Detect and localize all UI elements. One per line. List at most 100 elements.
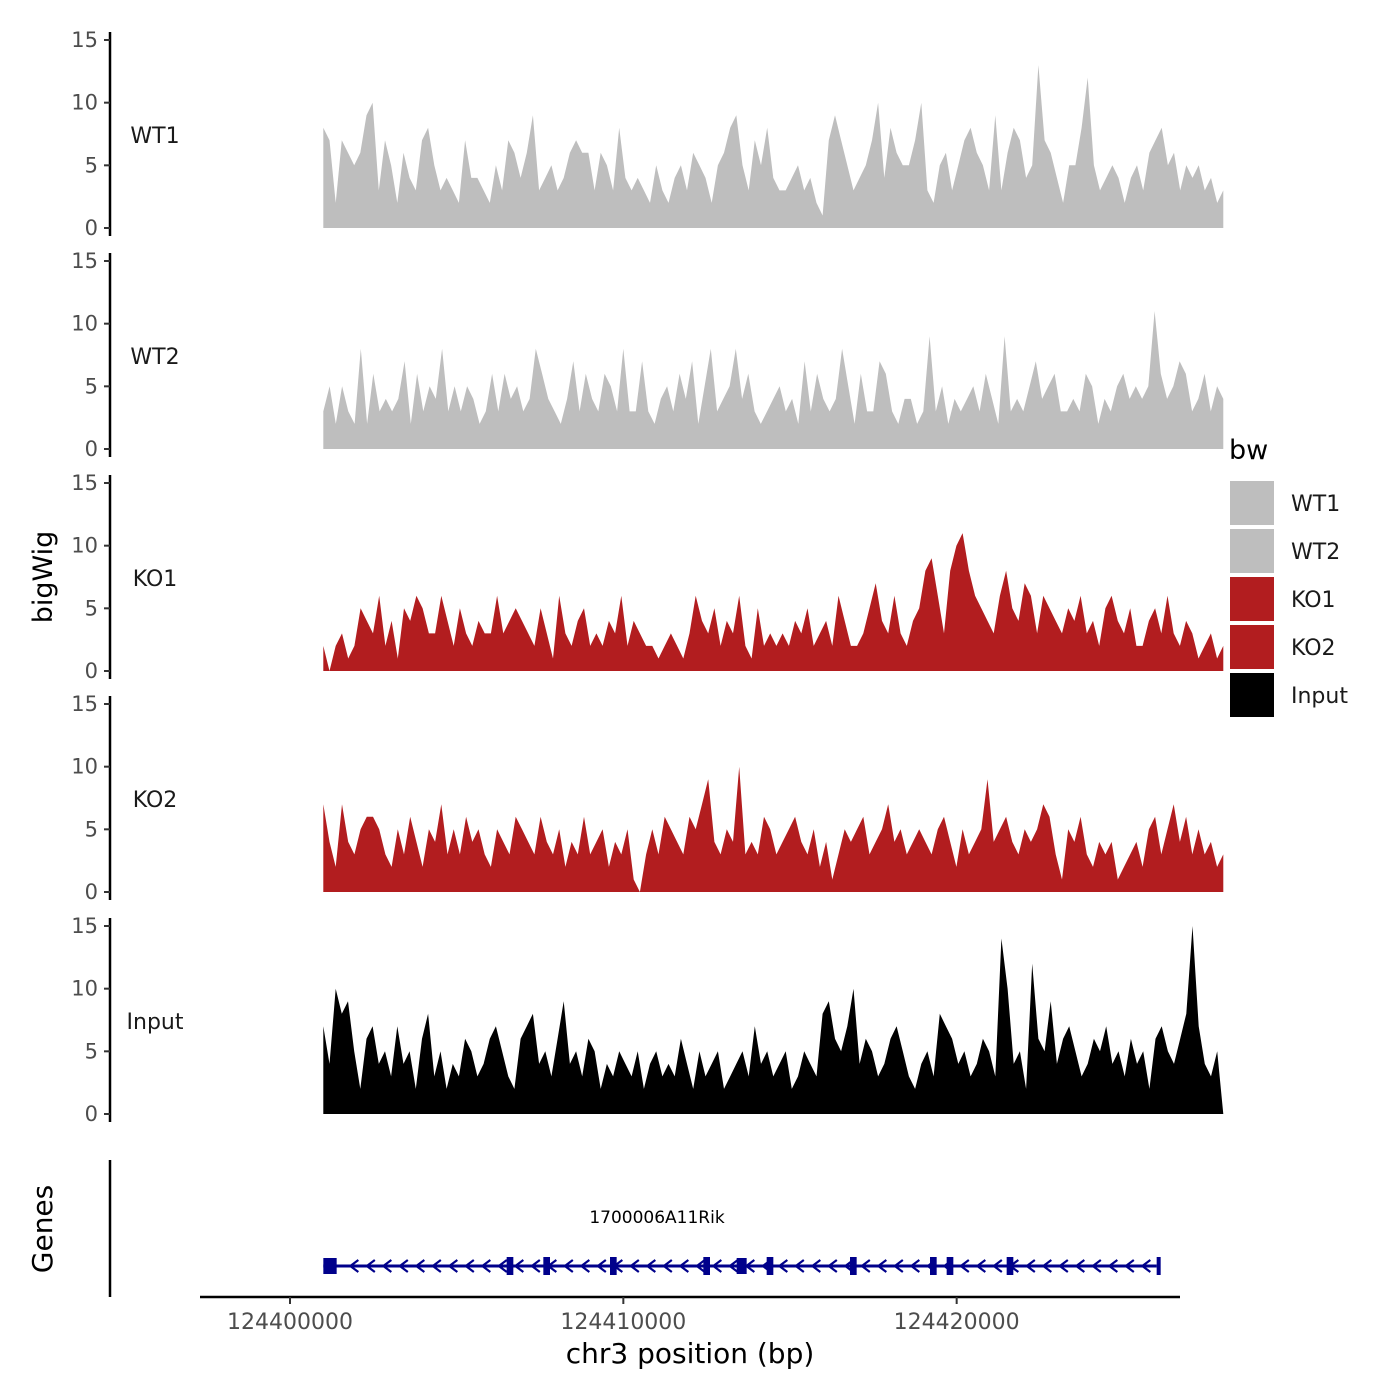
strand-arrow xyxy=(364,1259,376,1273)
x-axis-title: chr3 position (bp) xyxy=(566,1337,815,1370)
strand-arrow xyxy=(463,1259,475,1273)
x-tick-label: 124410000 xyxy=(560,1310,686,1335)
strand-arrow xyxy=(661,1259,673,1273)
area-series-ko1 xyxy=(323,533,1224,671)
strand-arrow xyxy=(496,1259,508,1273)
exon-block xyxy=(736,1258,747,1274)
strand-arrow xyxy=(1024,1259,1036,1273)
y-tick-label: 10 xyxy=(71,534,98,558)
strand-arrow xyxy=(958,1259,970,1273)
track-panel-ko2: 0 5 10 15 xyxy=(71,692,1224,904)
legend-entry-wt2: WT2 xyxy=(1228,527,1340,575)
y-tick-label: 0 xyxy=(85,659,98,683)
strand-arrow xyxy=(859,1259,871,1273)
track-panel-wt1: 0 5 10 15 xyxy=(71,28,1224,240)
strand-arrow xyxy=(1041,1259,1052,1273)
y-tick-label: 5 xyxy=(85,153,98,177)
y-tick-label: 0 xyxy=(85,1102,98,1126)
strand-arrow xyxy=(645,1259,656,1273)
y-tick-label: 10 xyxy=(71,977,98,1001)
y-tick-label: 0 xyxy=(85,437,98,461)
y-tick-label: 15 xyxy=(71,692,98,716)
y-tick-label: 5 xyxy=(85,374,98,398)
exon-block xyxy=(543,1257,550,1275)
strand-arrow xyxy=(892,1259,904,1273)
strand-arrow xyxy=(876,1259,887,1273)
strand-arrow xyxy=(628,1259,640,1273)
y-tick-label: 15 xyxy=(71,28,98,52)
exon-block xyxy=(703,1257,710,1275)
strand-arrow xyxy=(397,1259,409,1273)
strand-arrow xyxy=(810,1259,821,1273)
strand-arrow xyxy=(562,1259,574,1273)
strand-arrow xyxy=(430,1259,442,1273)
track-label-input: Input xyxy=(127,1010,184,1035)
strand-arrow xyxy=(909,1259,920,1273)
strand-arrow xyxy=(992,1259,1003,1273)
track-label-wt1: WT1 xyxy=(130,124,179,149)
legend-swatch xyxy=(1228,479,1276,527)
legend-label: KO2 xyxy=(1291,636,1336,661)
legend: WT1 WT2 KO1 KO2 Input xyxy=(1228,479,1348,719)
strand-arrow xyxy=(579,1259,590,1273)
y-tick-label: 0 xyxy=(85,216,98,240)
y-tick-label: 10 xyxy=(71,91,98,115)
y-axis-title: bigWig xyxy=(28,531,59,624)
genes-panel-title: Genes xyxy=(26,1185,59,1273)
gene-track xyxy=(108,1160,1161,1297)
exon-block xyxy=(610,1257,617,1275)
legend-swatch xyxy=(1228,623,1276,671)
exon-block xyxy=(930,1257,937,1275)
y-tick-label: 15 xyxy=(71,471,98,495)
gene-name-label: 1700006A11Rik xyxy=(589,1208,725,1228)
y-tick-label: 5 xyxy=(85,1039,98,1063)
x-axis: 124400000 124410000 124420000 xyxy=(200,1295,1180,1335)
y-tick-label: 10 xyxy=(71,312,98,336)
strand-arrow xyxy=(1090,1259,1102,1273)
strand-arrow xyxy=(480,1259,491,1273)
strand-arrow xyxy=(348,1259,359,1273)
area-series-ko2 xyxy=(323,766,1224,892)
track-panel-wt2: 0 5 10 15 xyxy=(71,249,1224,461)
strand-arrow xyxy=(975,1259,986,1273)
exon-block xyxy=(850,1257,857,1275)
strand-arrow xyxy=(595,1259,607,1273)
track-panels: 0 5 10 15 0 5 10 15 0 5 10 15 0 5 10 15 0 5 10 15 xyxy=(71,28,1224,1126)
x-tick-label: 124400000 xyxy=(227,1310,353,1335)
legend-title: bw xyxy=(1229,435,1268,466)
legend-label: KO1 xyxy=(1291,588,1336,613)
y-tick-label: 0 xyxy=(85,880,98,904)
strand-arrow xyxy=(513,1259,524,1273)
track-label-ko2: KO2 xyxy=(133,788,178,813)
area-series-wt2 xyxy=(323,311,1224,449)
exon-block xyxy=(946,1257,954,1275)
strand-arrow xyxy=(381,1259,392,1273)
strand-arrow xyxy=(777,1259,788,1273)
strand-arrow xyxy=(1107,1259,1118,1273)
y-tick-label: 5 xyxy=(85,596,98,620)
legend-entry-ko2: KO2 xyxy=(1228,623,1336,671)
legend-label: WT1 xyxy=(1291,492,1340,517)
legend-entry-ko1: KO1 xyxy=(1228,575,1336,623)
legend-swatch xyxy=(1228,671,1276,719)
strand-arrow xyxy=(678,1259,689,1273)
legend-label: WT2 xyxy=(1291,540,1340,565)
exon-block xyxy=(1156,1257,1161,1275)
strand-arrow xyxy=(793,1259,805,1273)
exon-block xyxy=(1006,1257,1014,1275)
track-label-wt2: WT2 xyxy=(130,345,179,370)
strand-arrow xyxy=(727,1259,739,1273)
legend-entry-wt1: WT1 xyxy=(1228,479,1340,527)
legend-swatch xyxy=(1228,575,1276,623)
strand-arrow xyxy=(1123,1259,1135,1273)
strand-arrow xyxy=(826,1259,838,1273)
track-panel-ko1: 0 5 10 15 xyxy=(71,471,1224,683)
strand-arrow xyxy=(1140,1259,1151,1273)
strand-arrow xyxy=(711,1259,722,1273)
exon-block xyxy=(766,1257,774,1275)
area-series-wt1 xyxy=(323,65,1224,228)
y-tick-label: 10 xyxy=(71,755,98,779)
track-label-ko1: KO1 xyxy=(133,567,178,592)
strand-arrow xyxy=(1074,1259,1085,1273)
exon-block xyxy=(323,1258,337,1274)
